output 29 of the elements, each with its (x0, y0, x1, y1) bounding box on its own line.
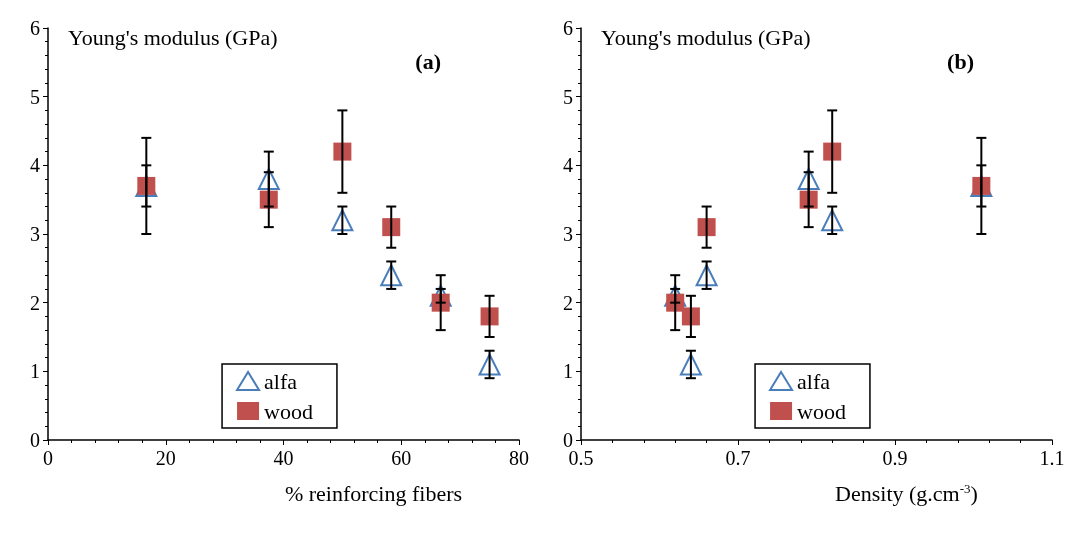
x-axis-title: % reinforcing fibers (284, 480, 463, 506)
y-tick-label: 3 (30, 223, 40, 245)
annotation: (b) (947, 48, 974, 74)
x-tick-label: 1.1 (1039, 447, 1065, 469)
annotation: (a) (415, 48, 441, 74)
y-tick-label: 1 (563, 360, 573, 383)
x-tick-label: 80 (509, 447, 529, 469)
y-tick-label: 5 (563, 85, 573, 108)
x-tick-label: 20 (155, 447, 176, 469)
y-tick-label: 3 (563, 223, 573, 245)
y-tick-label: 5 (30, 85, 40, 108)
y-tick-label: 2 (563, 291, 573, 314)
y-axis-title: Young's modulus (GPa) (68, 24, 278, 50)
x-tick-label: 60 (391, 447, 412, 469)
y-tick-label: 1 (30, 360, 40, 383)
x-tick-label: 0.9 (882, 447, 908, 469)
y-tick-label: 6 (30, 17, 40, 39)
legend-label: alfa (797, 368, 831, 394)
legend-label: wood (797, 398, 846, 424)
x-tick-label: 0.7 (725, 447, 751, 469)
x-tick-label: 40 (273, 447, 294, 469)
y-tick-label: 0 (30, 429, 40, 451)
y-tick-label: 4 (563, 154, 573, 177)
legend-label: wood (264, 398, 313, 424)
y-tick-label: 4 (30, 154, 40, 177)
y-tick-label: 6 (563, 17, 573, 39)
y-tick-label: 2 (30, 291, 40, 314)
legend-label: alfa (264, 368, 298, 394)
y-axis-title: Young's modulus (GPa) (601, 24, 811, 50)
